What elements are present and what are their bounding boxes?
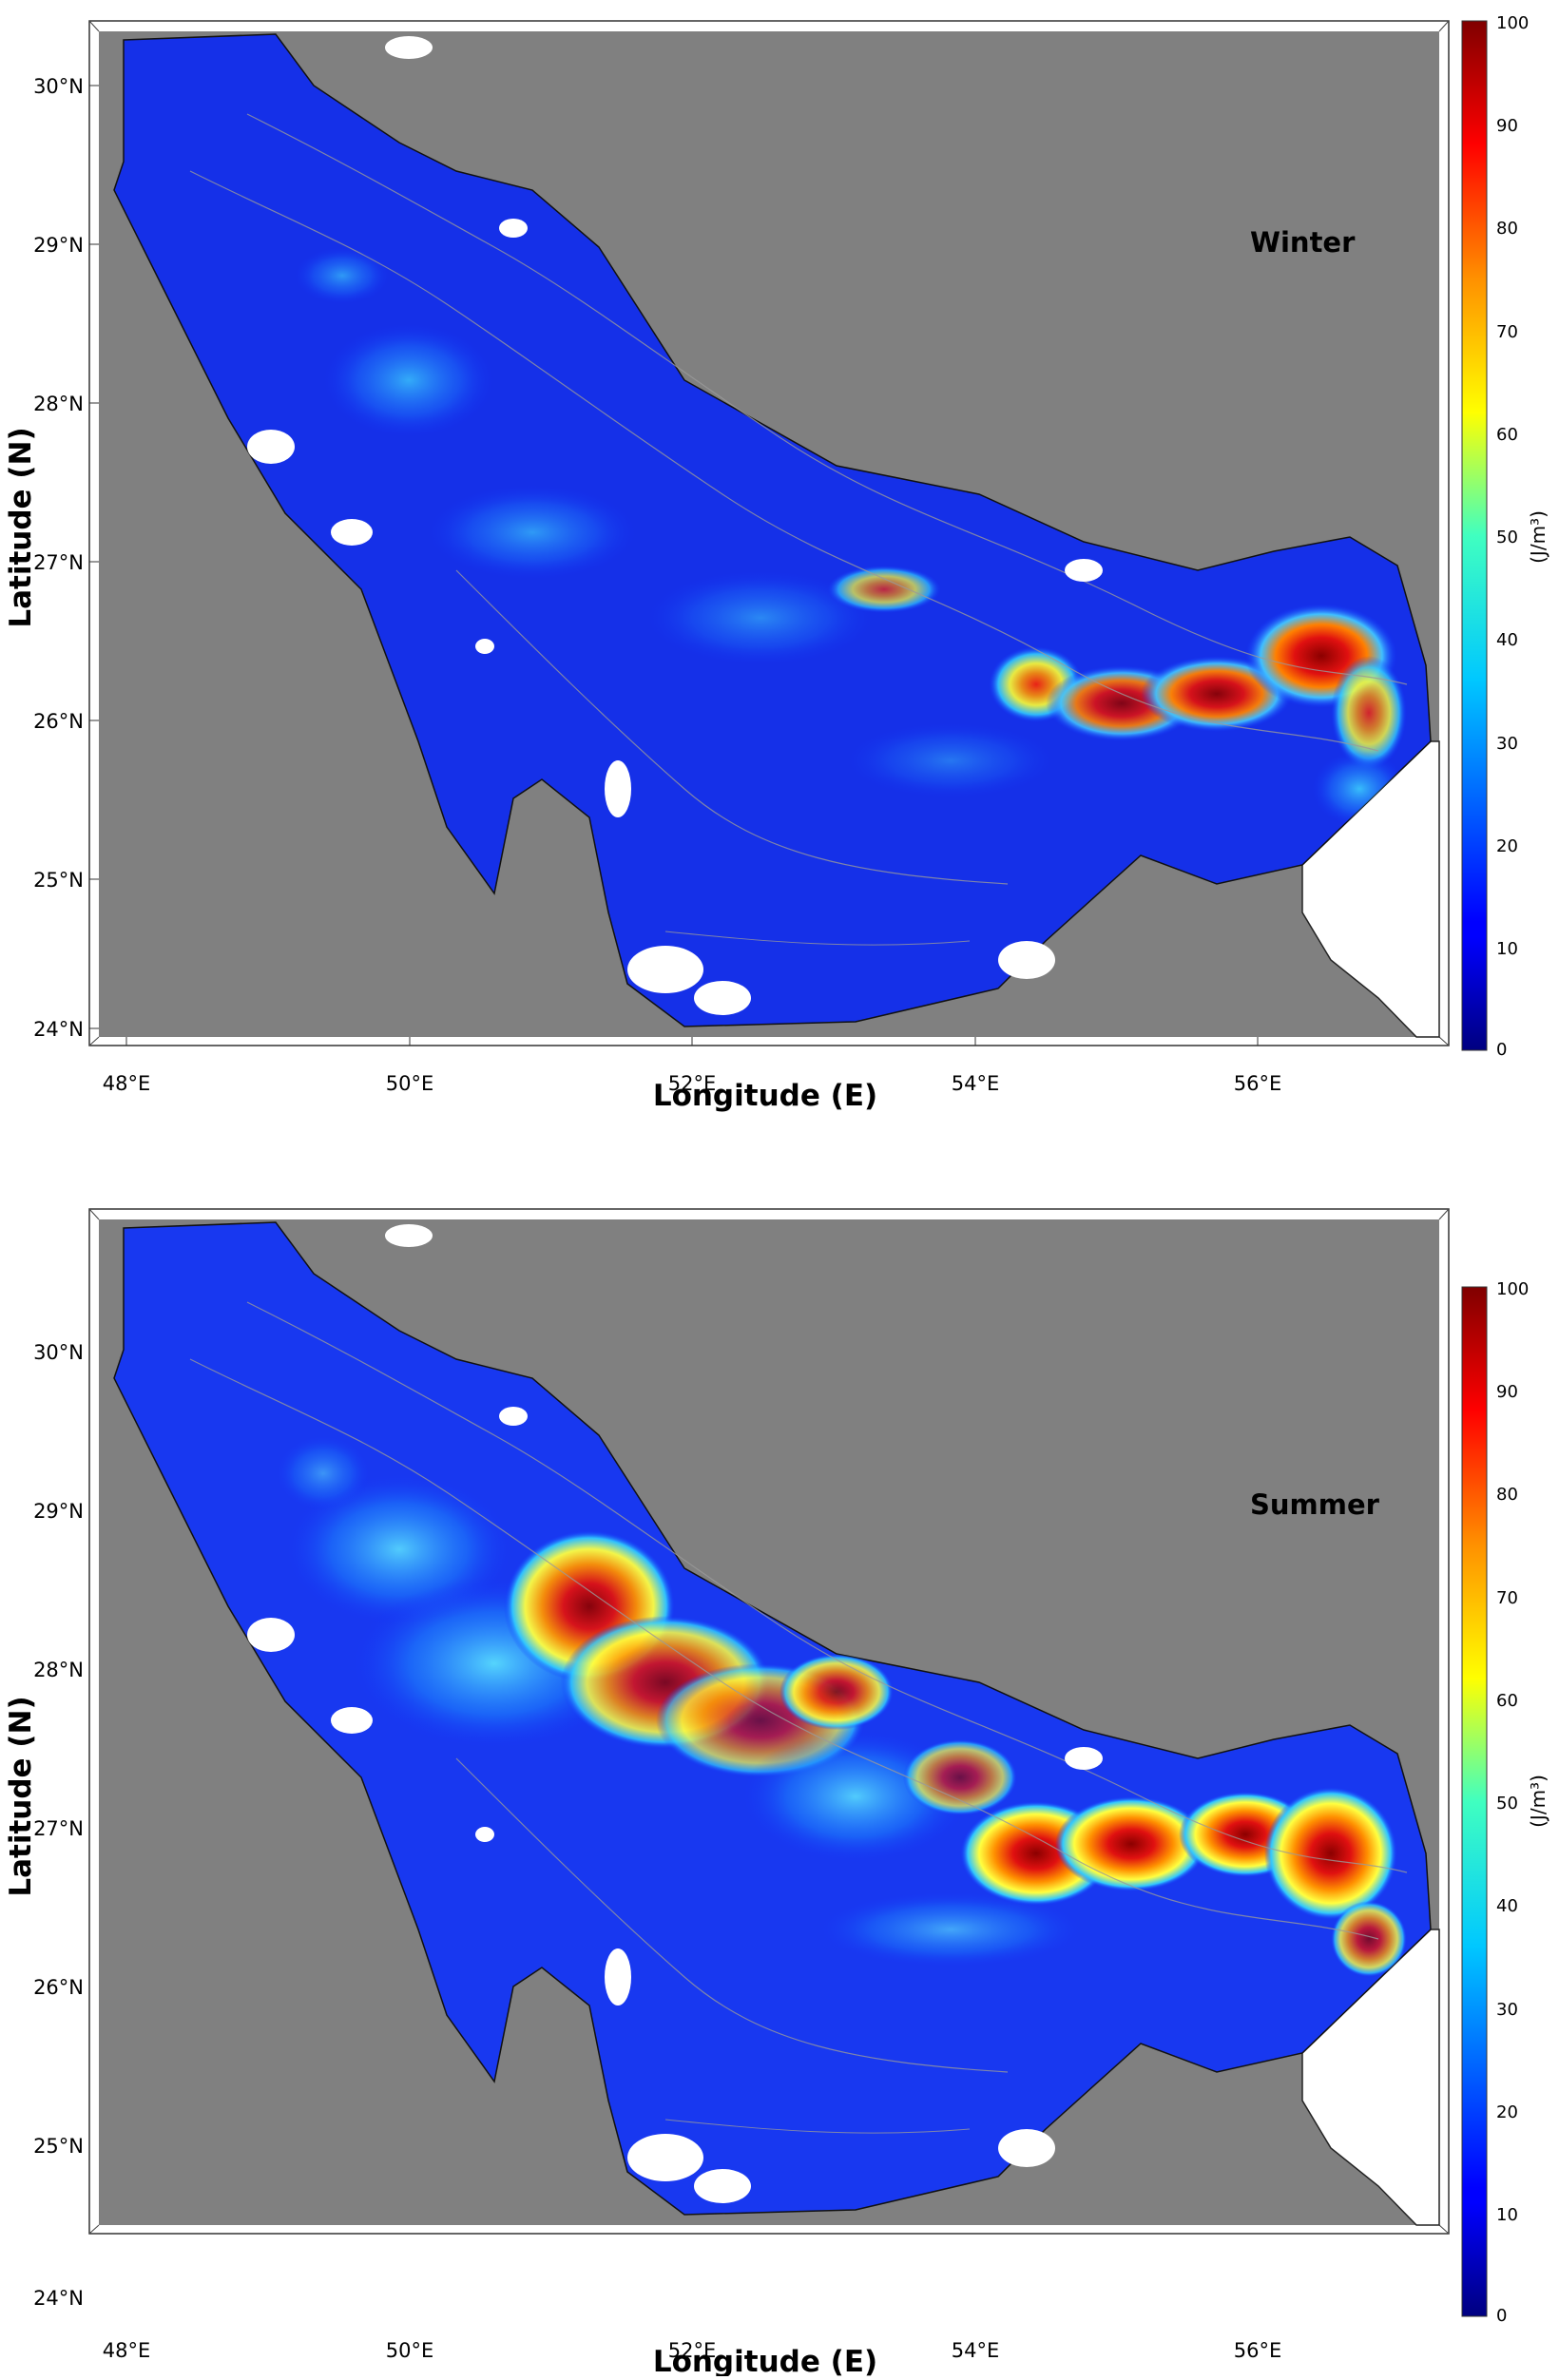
y-tick-29: 29°N: [33, 1500, 84, 1523]
cbar-tick-20: 20: [1496, 836, 1518, 856]
x-axis-ticks: 48°E 50°E 52°E 54°E 56°E: [103, 2339, 1282, 2362]
x-tick-marks: [125, 1037, 1259, 1046]
cbar-tick-0: 0: [1496, 2306, 1507, 2326]
shallow-coastal-areas: [247, 1224, 1103, 2203]
x-tick-50: 50°E: [386, 1072, 434, 1095]
gulf-of-oman-region: [1301, 740, 1440, 1038]
x-axis-label: Longitude (E): [653, 1079, 877, 1113]
cbar-tick-50: 50: [1496, 1794, 1518, 1814]
y-tick-24: 24°N: [33, 1018, 84, 1041]
summer-panel: Summer 30°N 29°N 28°N 27°N 26°N 25°N 24°…: [0, 1188, 1559, 2379]
y-tick-marks: [89, 85, 99, 1029]
y-tick-24: 24°N: [33, 2287, 84, 2310]
colorbar-ticks: 100 90 80 70 60 50 40 30 20 10 0: [1496, 13, 1529, 1060]
y-tick-25: 25°N: [33, 869, 84, 892]
cbar-tick-70: 70: [1496, 1588, 1518, 1608]
x-tick-56: 56°E: [1234, 1072, 1282, 1095]
x-axis-label: Longitude (E): [653, 2345, 877, 2376]
colorbar-unit: (J/m³): [1527, 1775, 1549, 1828]
y-tick-26: 26°N: [33, 1976, 84, 1999]
y-tick-27: 27°N: [33, 551, 84, 574]
cbar-tick-80: 80: [1496, 219, 1518, 239]
x-axis-ticks: 48°E 50°E 52°E 54°E 56°E: [103, 1072, 1282, 1095]
summer-sea-field: [113, 1221, 1432, 2216]
cbar-tick-0: 0: [1496, 1040, 1507, 1060]
y-tick-30: 30°N: [33, 1341, 84, 1364]
colorbar: [1461, 20, 1488, 1051]
y-tick-27: 27°N: [33, 1817, 84, 1840]
gulf-of-oman-region: [1301, 1929, 1440, 2226]
y-axis-ticks: 30°N 29°N 28°N 27°N 26°N 25°N 24°N: [33, 75, 84, 1041]
cbar-tick-10: 10: [1496, 2205, 1518, 2225]
colorbar: [1461, 1286, 1488, 2317]
cbar-tick-40: 40: [1496, 1896, 1518, 1916]
cbar-tick-90: 90: [1496, 1382, 1518, 1402]
cbar-tick-40: 40: [1496, 630, 1518, 650]
x-tick-54: 54°E: [952, 1072, 1000, 1095]
y-tick-28: 28°N: [33, 1659, 84, 1681]
shallow-coastal-areas: [247, 36, 1103, 1015]
cbar-tick-20: 20: [1496, 2102, 1518, 2122]
winter-map-figure: Winter 30°N 29°N 28°N 27°N 26°N 25°N 24°…: [4, 13, 1549, 1113]
cbar-tick-60: 60: [1496, 1691, 1518, 1711]
x-tick-56: 56°E: [1234, 2339, 1282, 2362]
colorbar-unit: (J/m³): [1527, 510, 1549, 564]
colorbar-ticks: 100 90 80 70 60 50 40 30 20 10 0: [1496, 1279, 1529, 2326]
x-tick-48: 48°E: [103, 2339, 151, 2362]
y-tick-25: 25°N: [33, 2135, 84, 2158]
x-tick-50: 50°E: [386, 2339, 434, 2362]
y-tick-28: 28°N: [33, 393, 84, 415]
y-tick-30: 30°N: [33, 75, 84, 98]
y-axis-ticks: 30°N 29°N 28°N 27°N 26°N 25°N 24°N: [33, 1341, 84, 2310]
winter-panel: Winter 30°N 29°N 28°N 27°N 26°N 25°N 24°…: [0, 0, 1559, 1188]
y-axis-label: Latitude (N): [4, 1696, 38, 1896]
x-tick-48: 48°E: [103, 1072, 151, 1095]
x-tick-52: 52°E: [668, 1072, 717, 1095]
y-tick-26: 26°N: [33, 710, 84, 733]
cbar-tick-30: 30: [1496, 2000, 1518, 2020]
cbar-tick-50: 50: [1496, 528, 1518, 547]
summer-map-figure: Summer 30°N 29°N 28°N 27°N 26°N 25°N 24°…: [4, 1208, 1549, 2379]
winter-sea-field: [113, 33, 1432, 1027]
x-tick-54: 54°E: [952, 2339, 1000, 2362]
y-tick-29: 29°N: [33, 234, 84, 257]
cbar-tick-100: 100: [1496, 13, 1529, 33]
cbar-tick-70: 70: [1496, 322, 1518, 342]
cbar-tick-30: 30: [1496, 734, 1518, 754]
cbar-tick-80: 80: [1496, 1485, 1518, 1505]
x-tick-52: 52°E: [668, 2339, 717, 2362]
season-label: Winter: [1250, 226, 1356, 259]
cbar-tick-60: 60: [1496, 425, 1518, 445]
cbar-tick-100: 100: [1496, 1279, 1529, 1299]
season-label: Summer: [1250, 1488, 1380, 1521]
cbar-tick-10: 10: [1496, 939, 1518, 959]
y-axis-label: Latitude (N): [4, 427, 38, 627]
cbar-tick-90: 90: [1496, 116, 1518, 136]
